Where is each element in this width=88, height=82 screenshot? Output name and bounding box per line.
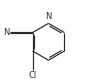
Text: N: N: [4, 28, 10, 37]
Text: N: N: [45, 12, 52, 21]
Text: Cl: Cl: [28, 71, 37, 80]
